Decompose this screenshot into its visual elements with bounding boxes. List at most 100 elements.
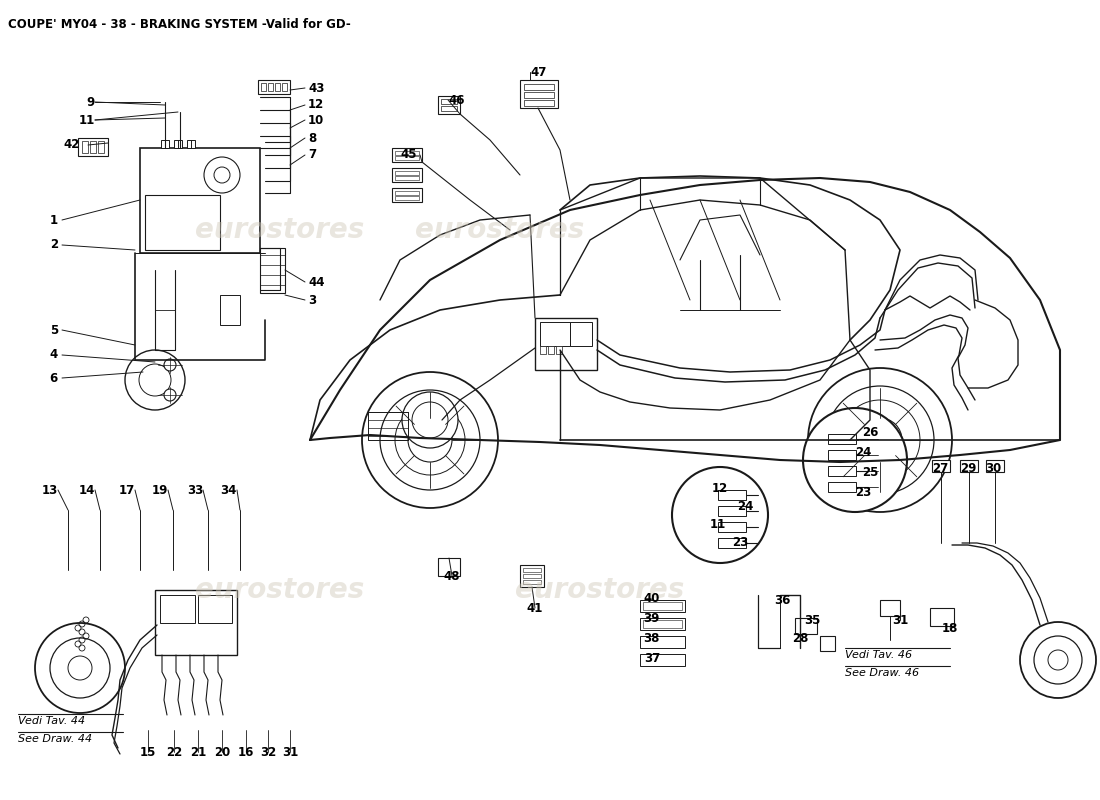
FancyBboxPatch shape (828, 466, 856, 476)
Text: 26: 26 (862, 426, 879, 438)
Text: 39: 39 (644, 611, 660, 625)
Text: 42: 42 (64, 138, 80, 151)
FancyBboxPatch shape (140, 148, 260, 253)
FancyBboxPatch shape (392, 148, 422, 162)
FancyBboxPatch shape (535, 318, 597, 370)
Text: 10: 10 (308, 114, 324, 126)
Text: 1: 1 (50, 214, 58, 226)
FancyBboxPatch shape (522, 580, 541, 584)
Text: eurostores: eurostores (516, 576, 684, 604)
FancyBboxPatch shape (441, 99, 456, 104)
Text: Vedi Tav. 44: Vedi Tav. 44 (18, 716, 85, 726)
FancyBboxPatch shape (441, 106, 456, 111)
Circle shape (214, 167, 230, 183)
FancyBboxPatch shape (828, 450, 856, 460)
Text: 27: 27 (932, 462, 948, 474)
FancyBboxPatch shape (522, 574, 541, 578)
Text: 21: 21 (190, 746, 206, 758)
FancyBboxPatch shape (98, 141, 104, 153)
FancyBboxPatch shape (758, 595, 780, 648)
Circle shape (402, 392, 458, 448)
FancyBboxPatch shape (438, 558, 460, 576)
Text: 19: 19 (152, 483, 168, 497)
Text: 31: 31 (892, 614, 909, 626)
FancyBboxPatch shape (644, 602, 682, 610)
Text: 34: 34 (221, 483, 236, 497)
Text: 44: 44 (308, 275, 324, 289)
FancyBboxPatch shape (395, 151, 419, 155)
FancyBboxPatch shape (540, 346, 546, 354)
FancyBboxPatch shape (718, 490, 746, 500)
Circle shape (808, 368, 952, 512)
FancyBboxPatch shape (640, 600, 685, 612)
FancyBboxPatch shape (155, 590, 236, 655)
Text: 24: 24 (737, 499, 754, 513)
Circle shape (1020, 622, 1096, 698)
Circle shape (362, 372, 498, 508)
Circle shape (379, 390, 480, 490)
FancyBboxPatch shape (522, 568, 541, 572)
Circle shape (826, 386, 934, 494)
FancyBboxPatch shape (174, 140, 182, 148)
FancyBboxPatch shape (392, 188, 422, 202)
Text: 5: 5 (50, 323, 58, 337)
FancyBboxPatch shape (828, 482, 856, 492)
FancyBboxPatch shape (524, 100, 554, 106)
Text: 13: 13 (42, 483, 58, 497)
FancyBboxPatch shape (282, 83, 287, 91)
Text: 38: 38 (644, 631, 660, 645)
Text: 4: 4 (50, 349, 58, 362)
Circle shape (204, 157, 240, 193)
Circle shape (803, 408, 908, 512)
Circle shape (125, 350, 185, 410)
Text: 32: 32 (260, 746, 276, 758)
FancyBboxPatch shape (145, 195, 220, 250)
FancyBboxPatch shape (880, 600, 900, 616)
Text: eurostores: eurostores (196, 576, 364, 604)
Text: 43: 43 (308, 82, 324, 94)
FancyBboxPatch shape (198, 595, 232, 623)
Text: 40: 40 (644, 591, 660, 605)
Text: 37: 37 (644, 651, 660, 665)
FancyBboxPatch shape (392, 168, 422, 182)
Text: 36: 36 (773, 594, 790, 606)
Circle shape (1034, 636, 1082, 684)
FancyBboxPatch shape (524, 84, 554, 90)
Text: 12: 12 (712, 482, 728, 494)
Text: See Draw. 46: See Draw. 46 (845, 668, 920, 678)
FancyBboxPatch shape (261, 83, 266, 91)
Circle shape (164, 359, 176, 371)
Text: 15: 15 (140, 746, 156, 758)
Text: 46: 46 (448, 94, 464, 106)
FancyBboxPatch shape (540, 322, 570, 346)
Text: 18: 18 (942, 622, 958, 634)
Text: COUPE' MY04 - 38 - BRAKING SYSTEM -Valid for GD-: COUPE' MY04 - 38 - BRAKING SYSTEM -Valid… (8, 18, 351, 31)
FancyBboxPatch shape (960, 460, 978, 472)
FancyBboxPatch shape (640, 636, 685, 648)
FancyBboxPatch shape (520, 565, 544, 587)
Text: 45: 45 (400, 149, 417, 162)
Text: 23: 23 (732, 535, 748, 549)
FancyBboxPatch shape (82, 141, 88, 153)
Text: 48: 48 (443, 570, 460, 582)
Text: 24: 24 (855, 446, 871, 458)
FancyBboxPatch shape (930, 608, 954, 626)
Text: 23: 23 (855, 486, 871, 498)
Text: 17: 17 (119, 483, 135, 497)
FancyBboxPatch shape (395, 171, 419, 175)
FancyBboxPatch shape (161, 140, 169, 148)
FancyBboxPatch shape (820, 636, 835, 651)
Circle shape (408, 418, 452, 462)
Text: eurostores: eurostores (416, 216, 584, 244)
FancyBboxPatch shape (986, 460, 1004, 472)
Circle shape (412, 402, 448, 438)
Text: 30: 30 (984, 462, 1001, 474)
FancyBboxPatch shape (260, 248, 285, 293)
FancyBboxPatch shape (932, 460, 950, 472)
Text: Vedi Tav. 46: Vedi Tav. 46 (845, 650, 912, 660)
FancyBboxPatch shape (395, 156, 419, 160)
Text: eurostores: eurostores (196, 216, 364, 244)
Circle shape (164, 389, 176, 401)
Text: 14: 14 (78, 483, 95, 497)
Text: 28: 28 (792, 631, 808, 645)
